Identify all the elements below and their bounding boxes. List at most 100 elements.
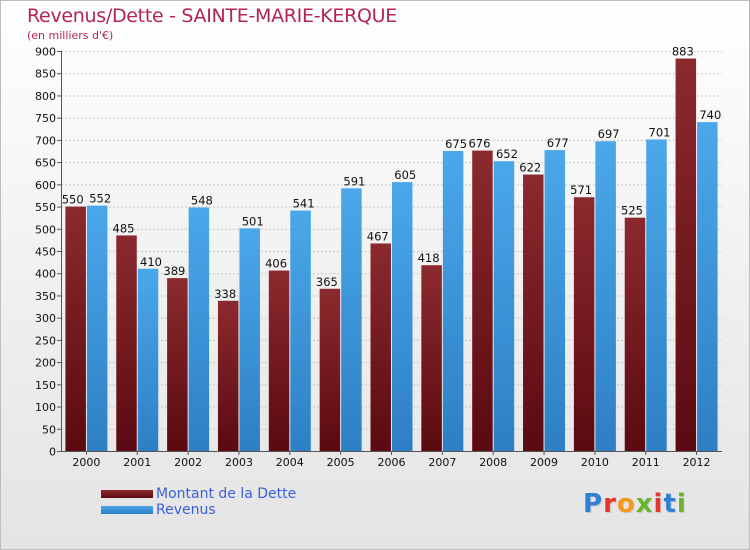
value-label-debt-2012: 883 — [672, 45, 694, 59]
bars — [65, 58, 718, 452]
value-label-revenue-2007: 675 — [445, 137, 467, 151]
bar-debt-2005 — [319, 288, 341, 451]
bar-debt-2007 — [421, 265, 442, 451]
value-label-debt-2003: 338 — [214, 287, 236, 301]
legend-label-revenue: Revenus — [156, 502, 216, 518]
value-label-debt-2004: 406 — [265, 257, 287, 271]
y-tick-label: 250 — [35, 334, 56, 347]
x-tick-label-2010: 2010 — [581, 456, 609, 469]
bar-debt-2008 — [472, 150, 493, 452]
x-tick-label-2006: 2006 — [378, 456, 406, 469]
x-tick-label-2004: 2004 — [276, 456, 304, 469]
logo-letter: i — [676, 489, 687, 519]
bar-debt-2003 — [217, 300, 239, 451]
value-label-debt-2006: 467 — [367, 229, 389, 243]
bar-revenue-2012 — [697, 122, 718, 451]
bar-revenue-2007 — [442, 151, 464, 451]
value-label-debt-2000: 550 — [62, 193, 84, 207]
y-tick-label: 750 — [35, 112, 56, 125]
bar-revenue-2009 — [544, 150, 566, 451]
x-tick-label-2003: 2003 — [225, 456, 253, 469]
value-label-debt-2008: 676 — [468, 137, 490, 151]
bar-debt-2000 — [65, 206, 86, 451]
value-label-revenue-2008: 652 — [496, 147, 518, 161]
logo-letter: t — [663, 489, 677, 519]
y-tick-label: 900 — [35, 46, 56, 59]
bar-debt-2001 — [116, 235, 137, 451]
value-label-revenue-2002: 548 — [191, 193, 213, 207]
logo-letter: P — [583, 489, 604, 519]
y-tick-label: 800 — [35, 90, 56, 103]
value-label-debt-2010: 571 — [570, 183, 592, 197]
logo-letter: i — [653, 489, 664, 519]
bar-revenue-2008 — [493, 161, 515, 451]
legend-swatch-debt — [101, 490, 153, 498]
y-tick-label: 700 — [35, 134, 56, 147]
chart-title: Revenus/Dette - SAINTE-MARIE-KERQUE — [27, 5, 397, 27]
bar-debt-2012 — [675, 58, 697, 452]
bar-debt-2004 — [268, 270, 290, 451]
bar-debt-2010 — [573, 197, 595, 451]
bar-revenue-2010 — [595, 141, 616, 451]
x-axis: 2000 2001 2002 2003 2004 2005 2006 2007 2008 2009… — [61, 451, 722, 469]
bar-revenue-2011 — [646, 139, 667, 451]
grid — [61, 51, 722, 452]
legend-swatch-revenue — [101, 506, 153, 514]
x-tick-label-2009: 2009 — [530, 456, 558, 469]
value-label-debt-2001: 485 — [113, 221, 135, 235]
x-tick-label-2012: 2012 — [683, 456, 711, 469]
y-tick-label: 400 — [35, 268, 56, 281]
value-label-debt-2002: 389 — [163, 264, 185, 278]
value-label-revenue-2005: 591 — [343, 174, 365, 188]
x-tick-label-2002: 2002 — [174, 456, 202, 469]
x-tick-label-2008: 2008 — [479, 456, 507, 469]
value-label-debt-2007: 418 — [418, 251, 440, 265]
y-axis: 0 50 100 150 200 250 300 350 400 450 500 550 600 650 7… — [35, 46, 62, 459]
legend-label-debt: Montant de la Dette — [156, 486, 297, 502]
bar-revenue-2000 — [86, 205, 108, 451]
x-tick-label-2007: 2007 — [428, 456, 456, 469]
x-tick-label-2000: 2000 — [72, 456, 100, 469]
y-tick-label: 450 — [35, 246, 56, 259]
y-tick-label: 850 — [35, 68, 56, 81]
value-label-revenue-2000: 552 — [89, 192, 111, 206]
value-label-revenue-2011: 701 — [649, 125, 671, 139]
y-tick-label: 150 — [35, 379, 56, 392]
value-label-revenue-2009: 677 — [547, 136, 569, 150]
bar-revenue-2006 — [392, 182, 413, 451]
bar-debt-2006 — [370, 243, 391, 451]
value-label-revenue-2006: 605 — [394, 168, 416, 182]
y-tick-label: 50 — [42, 423, 56, 436]
value-label-revenue-2010: 697 — [598, 127, 620, 141]
y-tick-label: 200 — [35, 357, 56, 370]
y-tick-label: 100 — [35, 401, 56, 414]
proxiti-logo: Proxiti — [583, 489, 687, 519]
y-tick-label: 350 — [35, 290, 56, 303]
x-tick-label-2001: 2001 — [123, 456, 151, 469]
y-tick-label: 550 — [35, 201, 56, 214]
y-tick-label: 300 — [35, 312, 56, 325]
x-tick-label-2011: 2011 — [632, 456, 660, 469]
bar-revenue-2005 — [341, 188, 362, 452]
chart-subtitle: (en milliers d'€) — [27, 29, 114, 42]
logo-letter: x — [635, 489, 654, 519]
value-label-debt-2009: 622 — [519, 161, 541, 175]
bar-revenue-2004 — [290, 210, 311, 451]
logo-letter: r — [603, 489, 617, 519]
bar-debt-2011 — [624, 217, 646, 451]
value-label-revenue-2003: 501 — [242, 214, 264, 228]
bar-debt-2002 — [167, 278, 188, 451]
bar-revenue-2001 — [137, 268, 159, 451]
x-tick-label-2005: 2005 — [327, 456, 355, 469]
value-label-debt-2005: 365 — [316, 275, 338, 289]
y-tick-label: 500 — [35, 223, 56, 236]
bar-revenue-2003 — [239, 228, 260, 451]
y-tick-label: 600 — [35, 179, 56, 192]
logo-letter: o — [616, 489, 636, 519]
y-tick-label: 0 — [49, 446, 56, 459]
bar-revenue-2002 — [188, 207, 210, 451]
value-label-debt-2011: 525 — [621, 204, 643, 218]
